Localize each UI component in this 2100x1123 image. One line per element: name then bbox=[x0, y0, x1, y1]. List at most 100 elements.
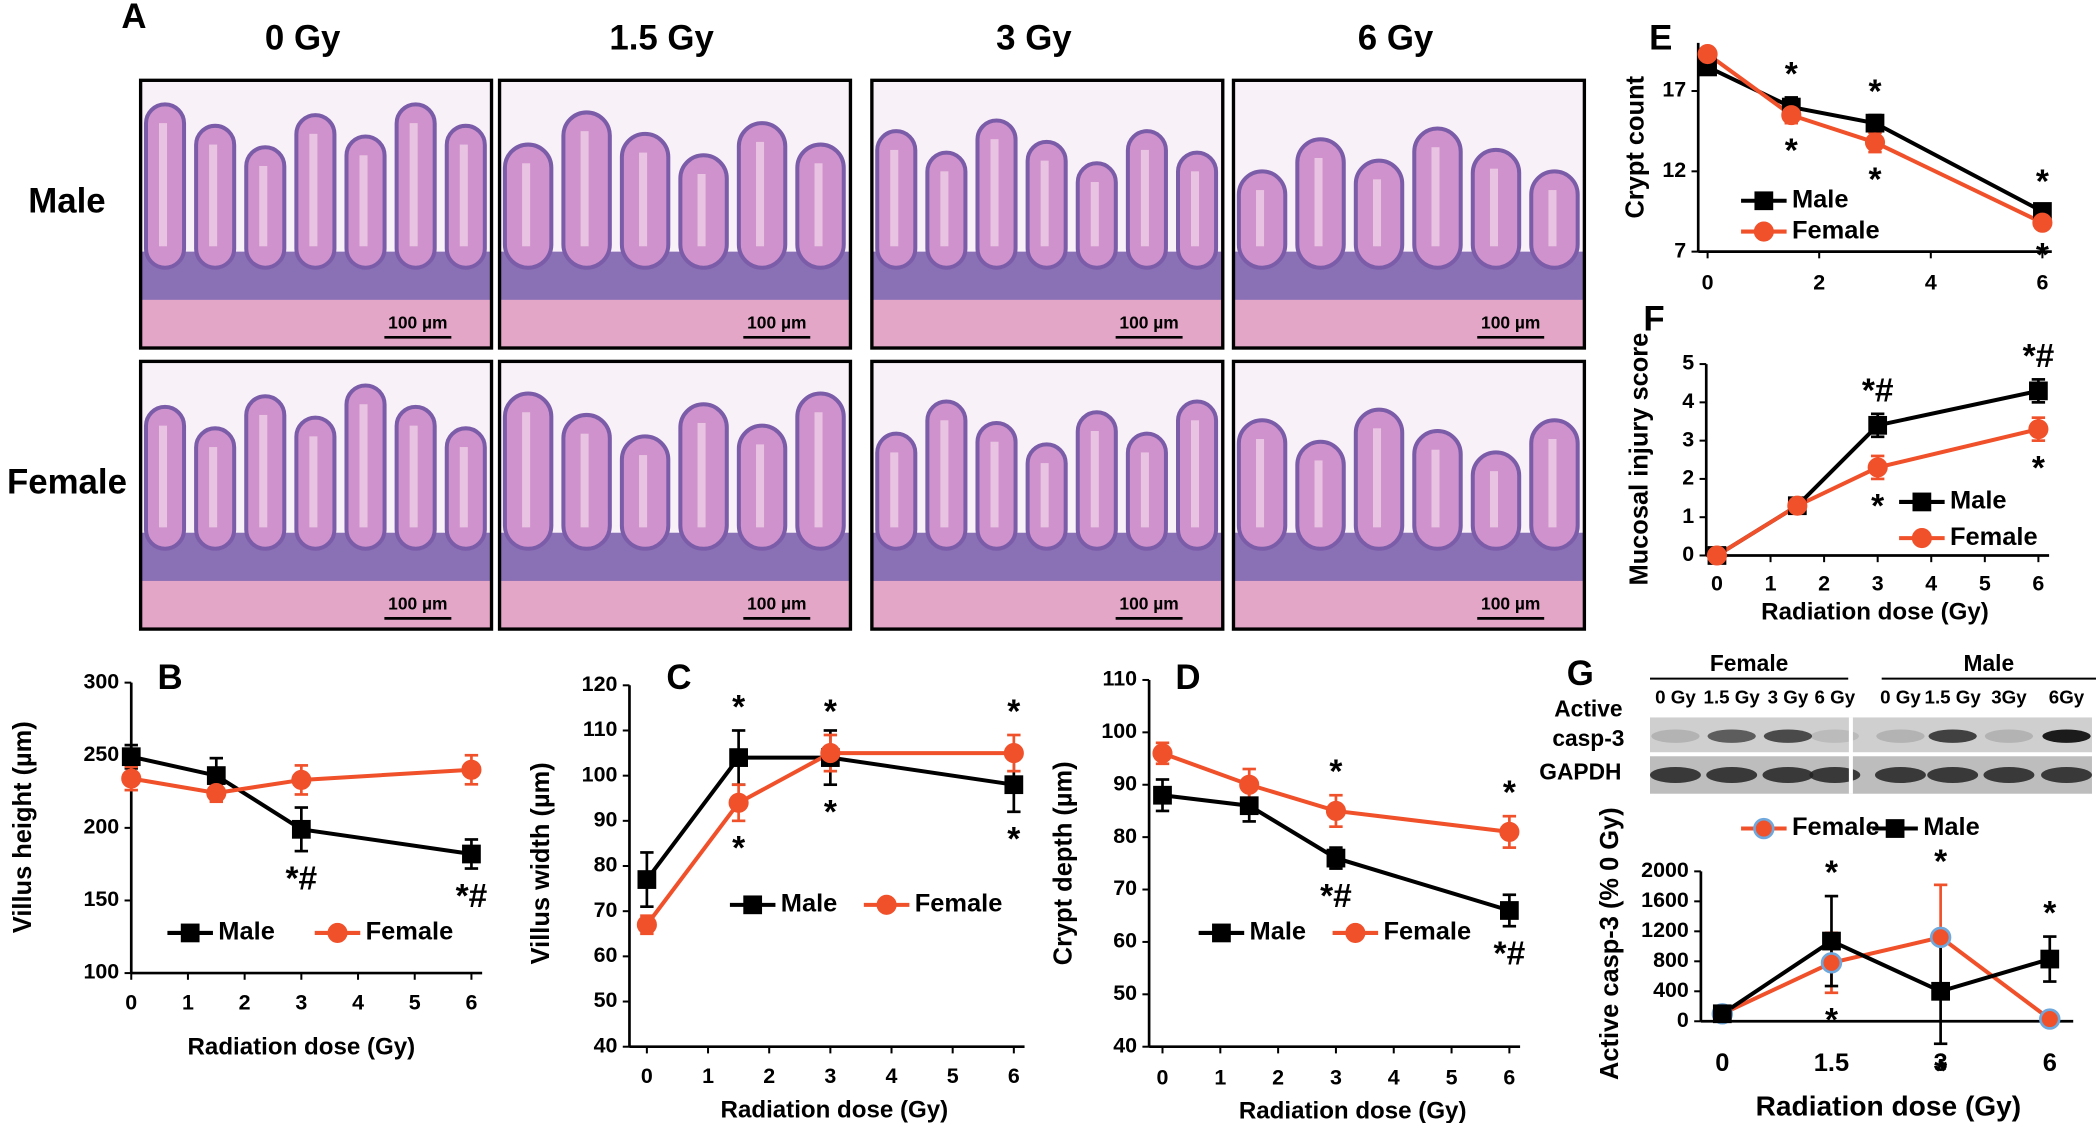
legend-marker bbox=[1753, 817, 1775, 840]
scale-label: 100 µm bbox=[747, 594, 806, 614]
villus-core bbox=[522, 412, 531, 528]
legend-label: Male bbox=[781, 890, 838, 918]
annotation: * bbox=[824, 794, 837, 831]
micrograph bbox=[1233, 361, 1585, 630]
x-tick-label: 2 bbox=[1818, 572, 1830, 596]
marker bbox=[1326, 848, 1346, 868]
annotation: * bbox=[1871, 488, 1884, 525]
y-tick-label: 17 bbox=[1662, 78, 1686, 102]
muscle bbox=[499, 297, 851, 349]
marker bbox=[1929, 926, 1952, 949]
annotation: *# bbox=[1320, 878, 1352, 915]
y-tick-label: 100 bbox=[582, 762, 618, 786]
villus-core bbox=[522, 163, 531, 247]
villus-core bbox=[409, 425, 418, 528]
legend-label: Male bbox=[218, 918, 275, 946]
x-tick-label: 5 bbox=[1979, 572, 1991, 596]
x-tick-label: 4 bbox=[1388, 1065, 1400, 1089]
band bbox=[1650, 766, 1701, 784]
band bbox=[1706, 766, 1758, 784]
y-tick-label: 400 bbox=[1653, 978, 1689, 1002]
marker bbox=[1239, 796, 1259, 816]
x-tick-label: 4 bbox=[352, 991, 364, 1015]
y-axis-label: Crypt count bbox=[1621, 75, 1649, 218]
villus-core bbox=[1256, 439, 1265, 528]
x-tick-label: 2 bbox=[239, 991, 251, 1015]
villus-core bbox=[459, 144, 468, 247]
scale-label: 100 µm bbox=[1119, 594, 1178, 614]
panel-letter: E bbox=[1649, 18, 1672, 57]
scale-label: 100 µm bbox=[1481, 313, 1540, 333]
villus-core bbox=[1090, 430, 1099, 528]
muscle bbox=[871, 578, 1223, 630]
y-tick-label: 120 bbox=[582, 672, 618, 696]
marker bbox=[636, 914, 657, 935]
villus-core bbox=[1256, 190, 1265, 247]
villus-core bbox=[1140, 452, 1149, 528]
x-tick-label: 6 bbox=[1008, 1064, 1020, 1088]
y-tick-label: 110 bbox=[1102, 667, 1137, 691]
x-tick-label: 1 bbox=[702, 1064, 714, 1088]
y-tick-label: 2000 bbox=[1641, 858, 1689, 882]
x-tick-label: 0 bbox=[1157, 1065, 1169, 1089]
marker bbox=[1865, 113, 1885, 133]
villus-core bbox=[1191, 420, 1200, 528]
legend-marker bbox=[327, 922, 348, 943]
scale-label: 100 µm bbox=[747, 313, 806, 333]
x-tick-label: 5 bbox=[1446, 1065, 1458, 1089]
series-line bbox=[1706, 52, 2044, 225]
villus-core bbox=[990, 441, 999, 528]
y-tick-label: 2 bbox=[1682, 466, 1694, 490]
villus-core bbox=[459, 447, 468, 528]
annotation: * bbox=[732, 689, 745, 726]
band bbox=[1876, 729, 1925, 743]
annotation: * bbox=[1868, 161, 1881, 198]
series-line bbox=[1715, 427, 2039, 558]
muscle bbox=[1233, 578, 1585, 630]
legend-marker bbox=[1754, 191, 1774, 211]
lane-label: 0 Gy bbox=[1880, 687, 1921, 708]
marker bbox=[1868, 415, 1888, 435]
villus-core bbox=[1040, 463, 1049, 528]
micrograph bbox=[499, 80, 851, 349]
series-line bbox=[1721, 938, 2051, 1016]
y-tick-label: 150 bbox=[83, 887, 119, 911]
series-line bbox=[1721, 935, 2051, 1021]
lane-label: 1.5 Gy bbox=[1925, 687, 1982, 708]
marker bbox=[1153, 785, 1172, 805]
annotation: * bbox=[824, 693, 837, 730]
marker bbox=[1239, 774, 1260, 795]
villus-core bbox=[756, 444, 765, 528]
legend-marker bbox=[1885, 819, 1905, 838]
annotation: * bbox=[1007, 821, 1020, 858]
band bbox=[1984, 729, 2034, 743]
x-axis-label: Radiation dose (Gy) bbox=[721, 1096, 949, 1123]
annotation: * bbox=[1503, 775, 1516, 812]
band bbox=[2041, 766, 2092, 784]
legend-label: Female bbox=[1792, 813, 1880, 841]
villus-core bbox=[1489, 168, 1498, 247]
x-tick-label: 3 bbox=[1934, 1049, 1948, 1077]
x-tick-label: 5 bbox=[947, 1064, 959, 1088]
marker bbox=[1499, 821, 1520, 842]
muscle bbox=[871, 297, 1223, 349]
marker bbox=[637, 870, 657, 889]
x-tick-label: 6 bbox=[2043, 1049, 2057, 1077]
lane-label: 1.5 Gy bbox=[1704, 687, 1761, 708]
annotation: *# bbox=[1494, 935, 1526, 972]
villus-core bbox=[1431, 147, 1440, 247]
villus-core bbox=[814, 163, 823, 247]
annotation: * bbox=[1825, 855, 1838, 892]
panel-letter: C bbox=[666, 658, 691, 697]
marker bbox=[729, 748, 748, 767]
annotation: * bbox=[1825, 1002, 1838, 1039]
annotation: * bbox=[1868, 74, 1881, 111]
villus-core bbox=[1040, 160, 1049, 247]
series-line bbox=[130, 767, 472, 796]
marker bbox=[121, 768, 142, 789]
villus-core bbox=[1489, 471, 1498, 528]
villus-core bbox=[697, 174, 706, 247]
y-tick-label: 0 bbox=[1677, 1008, 1689, 1032]
y-tick-label: 300 bbox=[83, 669, 119, 693]
